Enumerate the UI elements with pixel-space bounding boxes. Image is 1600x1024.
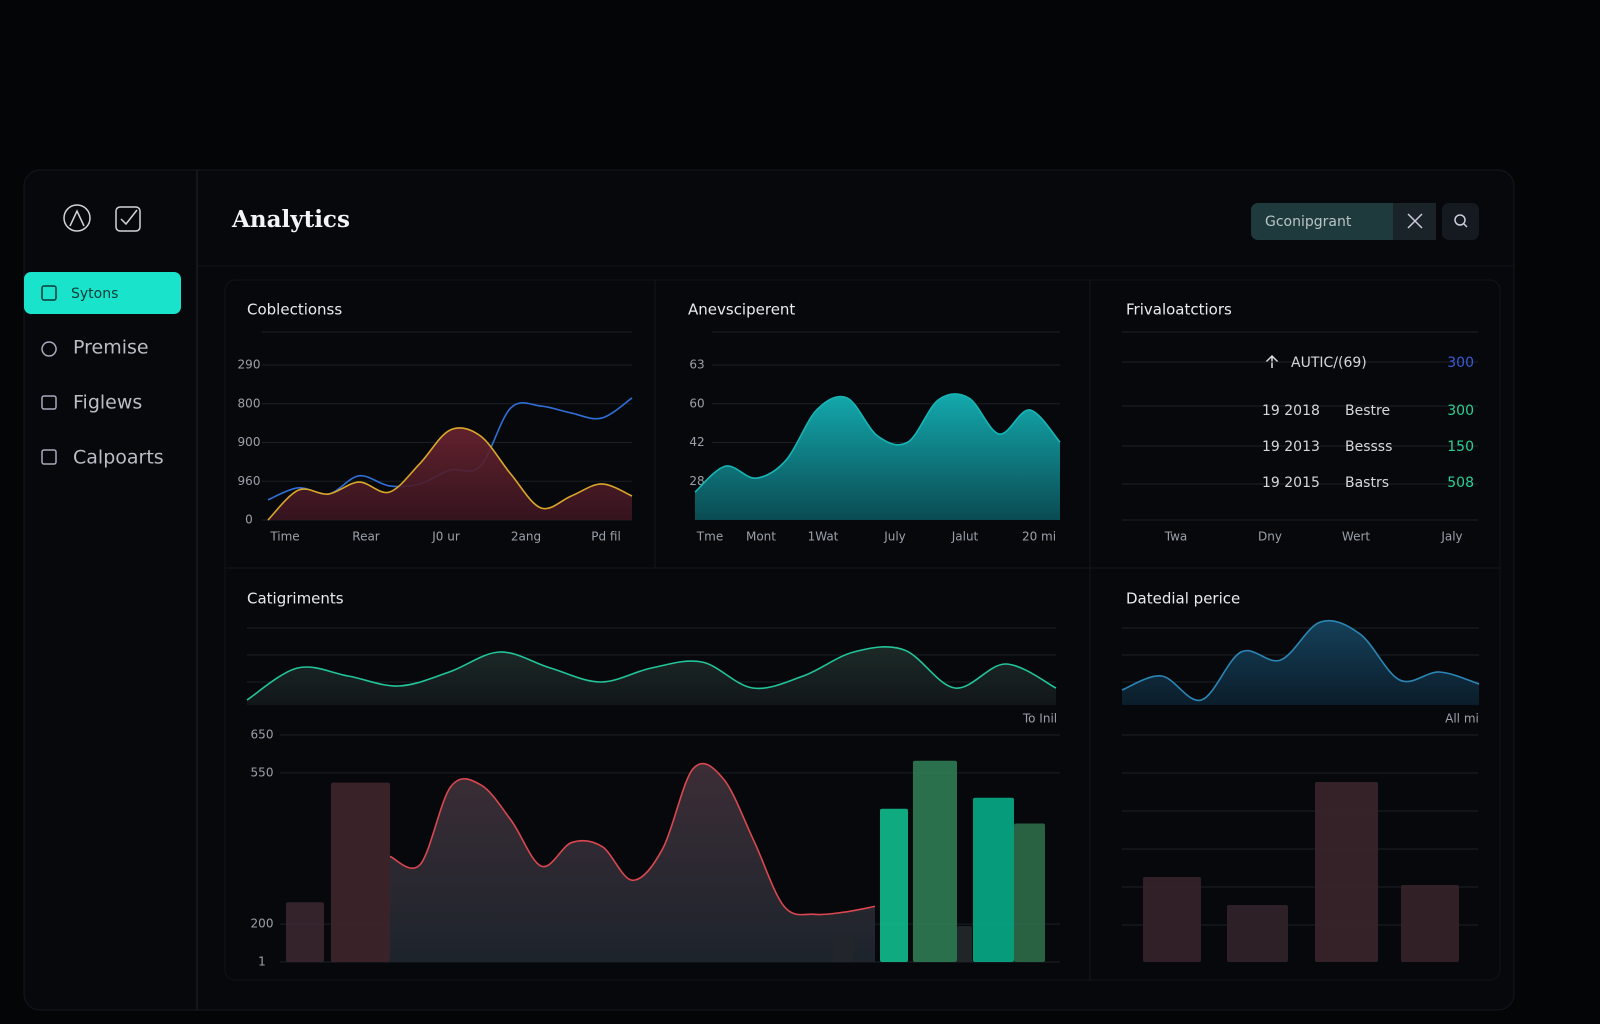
search-button[interactable] (1442, 203, 1479, 240)
area-fill (268, 427, 632, 520)
search-icon (1463, 223, 1468, 228)
x-tick-label: Dny (1258, 530, 1282, 544)
bar (1143, 877, 1201, 962)
bar (1227, 905, 1288, 962)
x-tick-label: Twa (1164, 530, 1188, 544)
x-tick-label: Mont (746, 530, 776, 544)
wave-label: All mi (1445, 712, 1479, 726)
list-value: 150 (1447, 439, 1474, 455)
nav-item[interactable]: Premise (73, 337, 149, 359)
list-cell: Bestre (1345, 403, 1390, 419)
y-tick-label: 200 (251, 917, 274, 931)
y-tick-label: 900 (238, 435, 261, 449)
x-tick-label: Rear (352, 530, 380, 544)
x-tick-label: Pd fil (591, 530, 621, 544)
nav-icon (41, 341, 57, 357)
y-tick-label: 63 (689, 358, 704, 372)
logo-glyph (69, 209, 85, 227)
search-icon (1454, 214, 1466, 226)
tasks-icon[interactable] (115, 206, 141, 232)
series-line (1121, 619, 1480, 701)
x-tick-label: 1Wat (808, 530, 839, 544)
app-frame (23, 169, 1515, 1011)
y-tick-label: 42 (689, 435, 704, 449)
x-tick-label: 2ang (511, 530, 541, 544)
bar (973, 797, 1014, 962)
nav-active[interactable] (24, 272, 181, 314)
panel-title: Coblectionss (247, 301, 342, 319)
bar (833, 930, 853, 962)
panel-title: Datedial perice (1126, 590, 1240, 608)
list-value: 300 (1447, 355, 1474, 371)
bar (880, 808, 908, 962)
list-header: AUTIC/(69) (1291, 355, 1367, 371)
y-tick-label: 0 (245, 513, 253, 527)
x-tick-label: Tme (696, 530, 723, 544)
area-fill (247, 646, 1056, 705)
panel-title: Catigriments (247, 590, 344, 608)
nav-icon (41, 449, 57, 465)
list-cell: Bastrs (1345, 475, 1389, 491)
bar (1014, 823, 1045, 962)
nav-icon (41, 285, 57, 301)
logo-icon[interactable] (63, 204, 91, 232)
x-tick-label: Wert (1342, 530, 1370, 544)
y-tick-label: 60 (689, 396, 704, 410)
list-value: 508 (1447, 475, 1474, 491)
x-tick-label: Time (269, 530, 299, 544)
nav-icon (41, 395, 57, 410)
nav-item[interactable]: Calpoarts (73, 447, 164, 469)
bar (913, 760, 957, 962)
list-cell: 19 2015 (1262, 475, 1320, 491)
x-tick-label: 20 mi (1022, 530, 1056, 544)
panel-title: Frivaloatctiors (1126, 301, 1232, 319)
area-fill (390, 763, 875, 962)
series-line (267, 427, 633, 521)
x-tick-label: Jalut (951, 530, 979, 544)
page-title: Analytics (231, 206, 350, 233)
bar (331, 782, 390, 962)
search-text[interactable]: Gconipgrant (1265, 214, 1352, 230)
panel-title: Anevsciperent (688, 301, 795, 319)
x-tick-label: Jaly (1440, 530, 1462, 544)
area-fill (695, 393, 1060, 520)
bar (1401, 885, 1459, 962)
y-tick-label: 550 (251, 765, 274, 779)
bar (957, 926, 972, 962)
panel-grid (224, 279, 1501, 981)
x-tick-label: July (883, 530, 906, 544)
series-line (389, 762, 876, 916)
list-cell: 19 2013 (1262, 439, 1320, 455)
search-box[interactable] (1251, 203, 1436, 240)
y-tick-label: 960 (238, 474, 261, 488)
list-value: 300 (1447, 403, 1474, 419)
y-tick-label: 28 (689, 474, 704, 488)
y-tick-label: 290 (238, 358, 261, 372)
series-line (694, 393, 1061, 493)
check-glyph (120, 209, 138, 226)
nav-item[interactable]: Figlews (73, 392, 142, 414)
y-tick-label: 1 (258, 955, 266, 969)
nav-item[interactable]: Sytons (71, 286, 118, 302)
wave-label: To Inil (1022, 712, 1057, 726)
list-cell: 19 2018 (1262, 403, 1320, 419)
y-tick-label: 800 (238, 396, 261, 410)
series-line (246, 646, 1057, 701)
bar (1315, 782, 1378, 962)
bar (286, 902, 324, 962)
y-tick-label: 650 (251, 728, 274, 742)
list-cell: Bessss (1345, 439, 1392, 455)
filter-icon (1407, 213, 1423, 229)
x-tick-label: J0 ur (431, 530, 460, 544)
area-fill (1122, 620, 1479, 705)
